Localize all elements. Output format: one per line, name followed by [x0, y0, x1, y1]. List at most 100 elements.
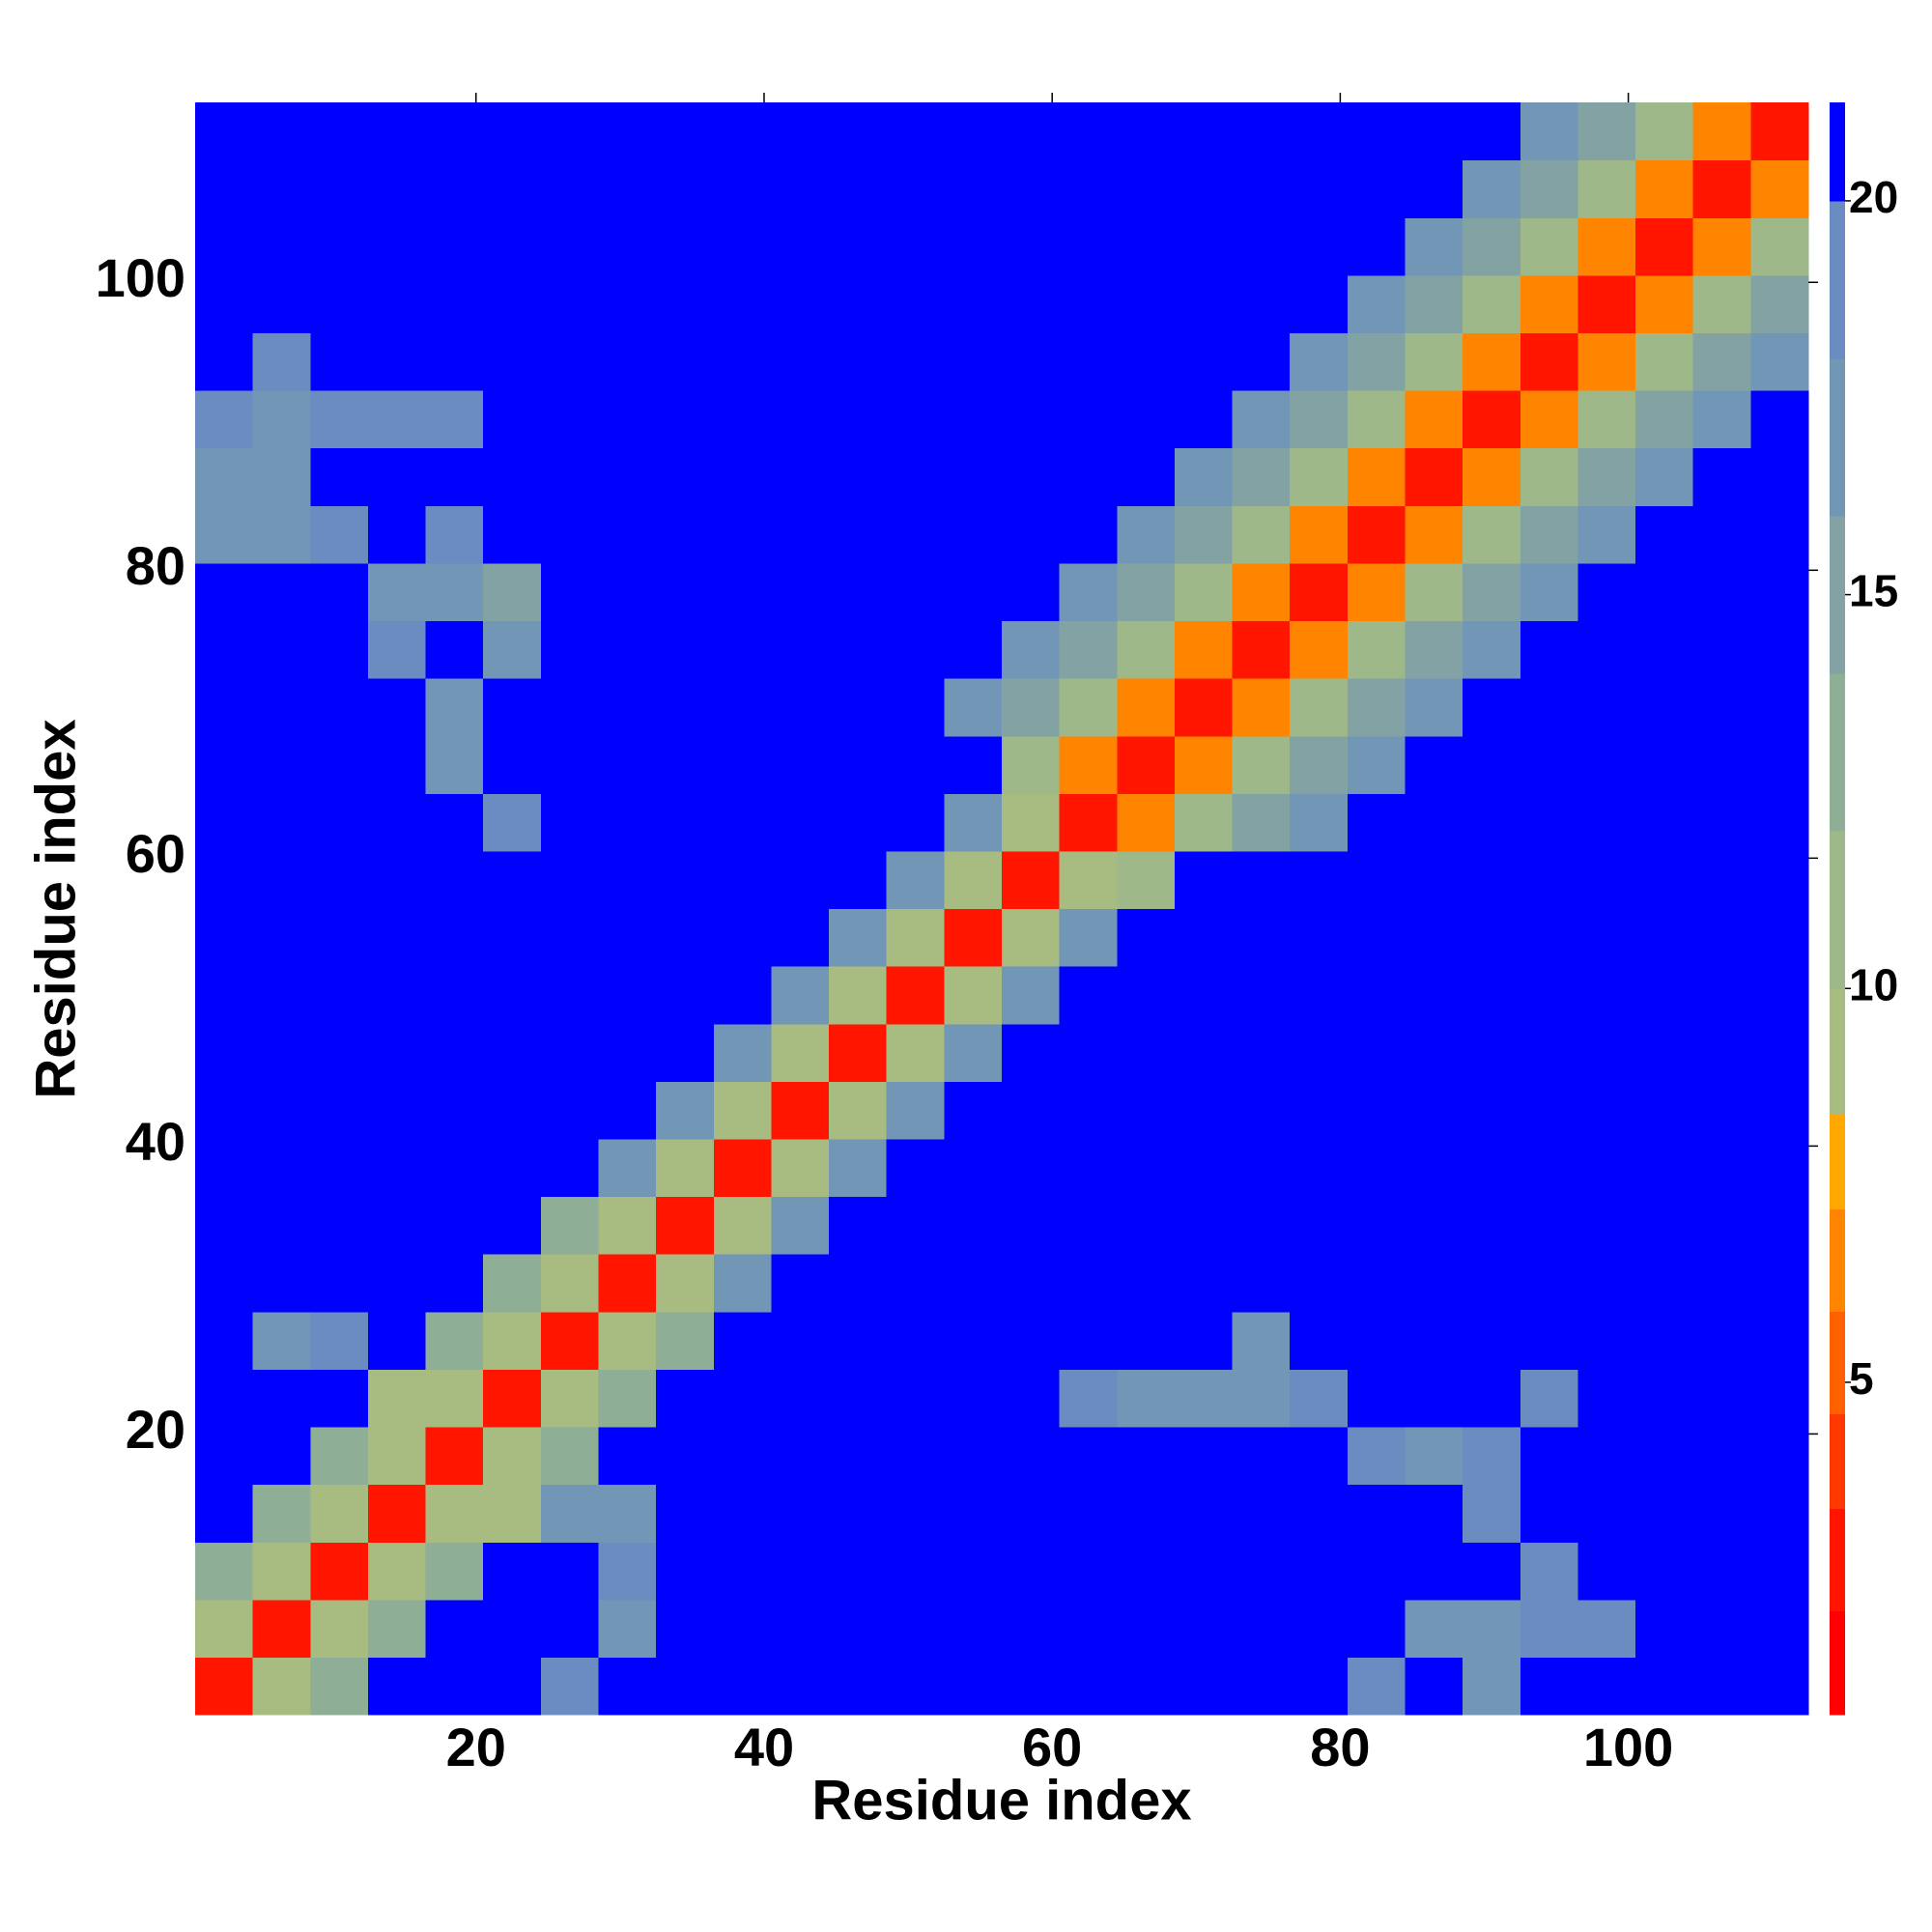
heatmap-cell — [598, 620, 657, 679]
heatmap-cell — [1520, 1599, 1579, 1658]
heatmap-cell — [425, 1254, 484, 1313]
heatmap-cell — [252, 620, 311, 679]
heatmap-cell — [1290, 1196, 1349, 1255]
heatmap-cell — [1692, 505, 1751, 564]
y-tick-label: 60 — [126, 823, 185, 884]
heatmap-cell — [1117, 159, 1176, 218]
heatmap-cell — [483, 1023, 542, 1082]
heatmap-cell — [1347, 390, 1406, 449]
heatmap-cell — [1117, 1254, 1176, 1313]
heatmap-cell — [1290, 966, 1349, 1025]
heatmap-cell — [1750, 1599, 1809, 1658]
heatmap-cell — [425, 1023, 484, 1082]
heatmap-cell — [1692, 159, 1751, 218]
heatmap-cell — [483, 1484, 542, 1543]
heatmap-cell — [598, 908, 657, 967]
heatmap-cell — [713, 1254, 773, 1313]
heatmap-cell — [598, 793, 657, 852]
heatmap-cell — [1692, 332, 1751, 391]
x-tick-label: 60 — [1022, 1717, 1082, 1777]
heatmap-cell — [713, 678, 773, 737]
heatmap-cell — [944, 966, 1003, 1025]
heatmap-cell — [367, 1196, 427, 1255]
heatmap-cell — [1347, 332, 1406, 391]
heatmap-cell — [1692, 620, 1751, 679]
heatmap-cell — [483, 1542, 542, 1601]
heatmap-cell — [771, 562, 830, 622]
heatmap-cell — [1347, 793, 1406, 852]
heatmap-cell — [252, 850, 311, 910]
heatmap-cell — [1117, 966, 1176, 1025]
heatmap-cell — [310, 1657, 369, 1716]
heatmap-cell — [829, 1657, 888, 1716]
heatmap-cell — [771, 1484, 830, 1543]
heatmap-cell — [425, 159, 484, 218]
heatmap-cell — [1290, 1311, 1349, 1370]
heatmap-cell — [771, 1196, 830, 1255]
heatmap-cell — [310, 620, 369, 679]
heatmap-cell — [1520, 217, 1579, 276]
heatmap-cell — [1059, 1484, 1118, 1543]
heatmap-cell — [252, 332, 311, 391]
heatmap-cell — [598, 1023, 657, 1082]
heatmap-cell — [1463, 332, 1521, 391]
heatmap-cell — [1347, 1023, 1406, 1082]
heatmap-cell — [483, 1426, 542, 1486]
colorbar-segment — [1830, 1413, 1845, 1509]
heatmap-cell — [829, 620, 888, 679]
heatmap-cell — [367, 1599, 427, 1658]
heatmap-cell — [1405, 505, 1463, 564]
heatmap-cell — [1405, 1254, 1463, 1313]
heatmap-cell — [1059, 850, 1118, 910]
heatmap-cell — [1520, 159, 1579, 218]
heatmap-cell — [1692, 562, 1751, 622]
heatmap-cell — [886, 1369, 945, 1428]
heatmap-cell — [252, 1657, 311, 1716]
heatmap-cell — [713, 1023, 773, 1082]
heatmap-cell — [1174, 908, 1234, 967]
heatmap-cell — [195, 102, 254, 161]
heatmap-cell — [1174, 1599, 1234, 1658]
heatmap-cell — [944, 1599, 1003, 1658]
heatmap-cell — [1059, 1426, 1118, 1486]
heatmap-cell — [1117, 1023, 1176, 1082]
heatmap-cell — [310, 1311, 369, 1370]
heatmap-cell — [1174, 1311, 1234, 1370]
heatmap-cell — [829, 1023, 888, 1082]
heatmap-cell — [310, 850, 369, 910]
heatmap-cell — [1635, 102, 1694, 161]
heatmap-cell — [598, 1081, 657, 1140]
heatmap-cell — [1405, 1023, 1463, 1082]
heatmap-cell — [944, 447, 1003, 506]
heatmap-cell — [310, 1542, 369, 1601]
heatmap-cell — [540, 1138, 600, 1198]
heatmap-cell — [252, 217, 311, 276]
heatmap-cell — [367, 332, 427, 391]
heatmap-cell — [540, 793, 600, 852]
heatmap-cell — [1347, 1081, 1406, 1140]
heatmap-cell — [1750, 390, 1809, 449]
colorbar-segment — [1830, 1208, 1845, 1313]
heatmap-cell — [1635, 159, 1694, 218]
heatmap-cell — [1232, 1426, 1291, 1486]
heatmap-cell — [1002, 1542, 1061, 1601]
heatmap-cell — [1692, 1311, 1751, 1370]
heatmap-cell — [195, 1138, 254, 1198]
heatmap-cell — [252, 908, 311, 967]
heatmap-cell — [1520, 793, 1579, 852]
colorbar: 5 10 15 20 — [1830, 102, 1898, 1716]
heatmap-cell — [310, 274, 369, 334]
heatmap-cell — [656, 1484, 715, 1543]
heatmap-cell — [1117, 1426, 1176, 1486]
heatmap-cell — [1174, 1426, 1234, 1486]
heatmap-cell — [367, 505, 427, 564]
heatmap-cell — [367, 1542, 427, 1601]
heatmap-cell — [367, 1023, 427, 1082]
heatmap-cell — [598, 735, 657, 794]
heatmap-cell — [713, 1196, 773, 1255]
heatmap-cell — [1117, 1196, 1176, 1255]
heatmap-cell — [1635, 332, 1694, 391]
heatmap-cell — [1232, 966, 1291, 1025]
heatmap-cell — [1692, 1196, 1751, 1255]
heatmap-cell — [829, 505, 888, 564]
